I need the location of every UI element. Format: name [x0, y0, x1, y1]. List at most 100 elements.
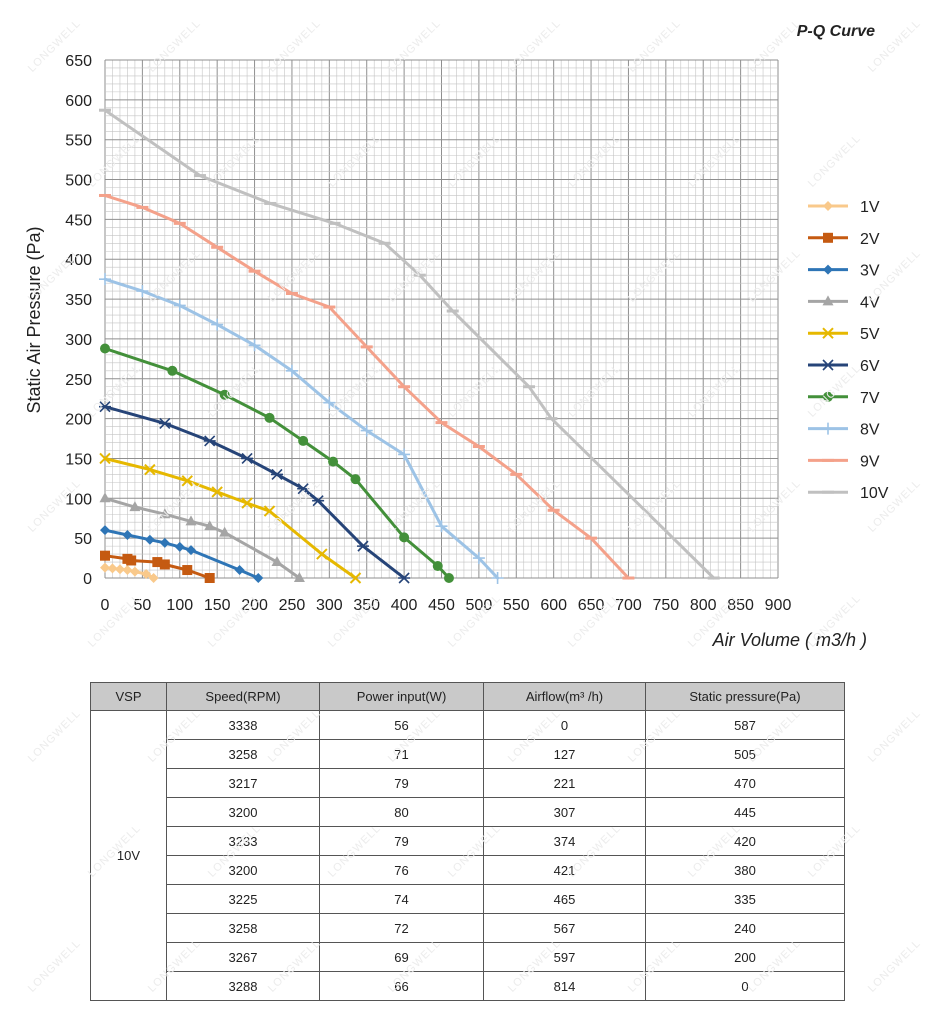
data-point-1V	[148, 573, 159, 583]
data-point-8V	[99, 273, 111, 286]
legend-marker	[822, 422, 834, 435]
data-point-6V	[158, 417, 171, 429]
series-5V	[99, 452, 362, 584]
data-point-1V	[122, 565, 133, 576]
table-cell: 74	[319, 884, 484, 914]
data-point-5V	[211, 486, 223, 498]
legend-label: 4V	[860, 294, 880, 311]
legend-label: 3V	[860, 263, 880, 280]
table-cell: 3258	[166, 913, 320, 943]
x-tick-label: 250	[279, 597, 306, 614]
data-point-6V	[270, 468, 283, 480]
data-point-2V	[126, 555, 137, 566]
data-point-3V	[174, 541, 185, 552]
y-tick-label: 550	[65, 133, 92, 150]
table-cell: 69	[319, 942, 484, 972]
data-point-6V	[312, 495, 325, 507]
y-tick-label: 150	[65, 451, 92, 468]
series-10V	[99, 108, 720, 580]
data-point-6V	[356, 540, 369, 552]
legend-marker	[823, 264, 833, 275]
specification-table: VSP Speed(RPM) Power input(W) Airflow(m³ /h…	[90, 682, 845, 1001]
data-point-7V	[167, 365, 178, 376]
legend-entry-8V: 8V	[808, 422, 880, 439]
chart-series	[99, 108, 720, 584]
legend-entry-3V: 3V	[808, 263, 880, 280]
data-point-5V	[181, 475, 193, 487]
table-cell: 814	[483, 971, 646, 1001]
data-point-5V	[263, 505, 276, 517]
y-tick-label: 350	[65, 292, 92, 309]
table-body: 10V 3338 56 0 587 3258 71 127 505 3217 79 221 470 320…	[90, 710, 845, 1001]
series-line-8V	[103, 277, 500, 580]
table-cell: 79	[319, 768, 484, 798]
table-cell: 200	[645, 942, 845, 972]
x-tick-label: 450	[428, 597, 455, 614]
data-point-7V	[350, 474, 361, 485]
data-point-4V	[271, 556, 283, 567]
data-point-8V	[285, 364, 298, 377]
data-point-1V	[129, 566, 140, 577]
y-tick-label: 50	[74, 531, 92, 548]
table-cell: 380	[645, 855, 845, 885]
data-point-5V	[99, 452, 111, 465]
table-cell: 505	[645, 739, 845, 769]
table-row: 3233 79 374 420	[91, 826, 845, 856]
data-point-7V	[328, 456, 339, 467]
data-point-4V	[185, 515, 197, 526]
data-point-6V	[398, 572, 411, 584]
legend-label: 9V	[860, 453, 880, 470]
table-cell: 3217	[166, 768, 320, 798]
series-2V	[100, 550, 215, 583]
column-header: Speed(RPM)	[166, 682, 320, 711]
table-cell: 421	[483, 855, 646, 885]
table-cell: 335	[645, 884, 845, 914]
legend-entry-10V: 10V	[808, 485, 889, 502]
column-header: VSP	[90, 682, 167, 711]
table-cell: 3200	[166, 855, 320, 885]
data-point-8V	[323, 396, 336, 409]
y-tick-label: 400	[65, 252, 92, 269]
table-cell: 307	[483, 797, 646, 827]
table-cell: 66	[319, 971, 484, 1001]
table-cell: 465	[483, 884, 646, 914]
x-tick-label: 700	[615, 597, 642, 614]
table-cell: 3338	[166, 710, 320, 740]
table-row: 3267 69 597 200	[91, 942, 845, 972]
x-axis-title: Air Volume ( m3/h )	[712, 630, 867, 650]
data-point-4V	[293, 572, 305, 582]
data-point-1V	[114, 564, 125, 575]
legend-label: 2V	[860, 231, 880, 248]
series-line-4V	[103, 496, 301, 580]
x-tick-label: 850	[727, 597, 754, 614]
data-point-3V	[122, 529, 133, 540]
data-point-2V	[100, 550, 110, 561]
data-point-7V	[264, 412, 275, 423]
series-7V	[100, 343, 454, 583]
data-point-5V	[144, 463, 156, 476]
legend-entry-2V: 2V	[808, 231, 880, 248]
y-tick-label: 650	[65, 53, 92, 70]
x-tick-label: 750	[652, 597, 679, 614]
legend-entry-6V: 6V	[808, 358, 880, 375]
data-point-5V	[241, 497, 253, 509]
watermark-text: LONGWELL	[25, 937, 84, 995]
data-point-8V	[472, 552, 485, 565]
table-row: 3217 79 221 470	[91, 768, 845, 798]
x-tick-label: 900	[765, 597, 792, 614]
data-point-4V	[129, 501, 141, 512]
series-4V	[99, 492, 305, 582]
data-point-2V	[159, 559, 170, 570]
data-point-6V	[241, 452, 254, 465]
table-row: 3200 80 307 445	[91, 797, 845, 827]
table-cell: 56	[319, 710, 484, 740]
chart-legend: 1V 2V 3V 4V 5V 6V 7V 8V 9V 10V	[808, 199, 889, 502]
legend-label: 6V	[860, 358, 880, 375]
data-point-7V	[399, 532, 410, 543]
table-row: 10V 3338 56 0 587	[90, 710, 845, 1001]
x-tick-label: 350	[353, 597, 380, 614]
legend-entry-5V: 5V	[808, 326, 880, 343]
series-1V	[100, 562, 159, 583]
column-header: Static pressure(Pa)	[645, 682, 845, 711]
legend-entry-9V: 9V	[808, 453, 880, 470]
